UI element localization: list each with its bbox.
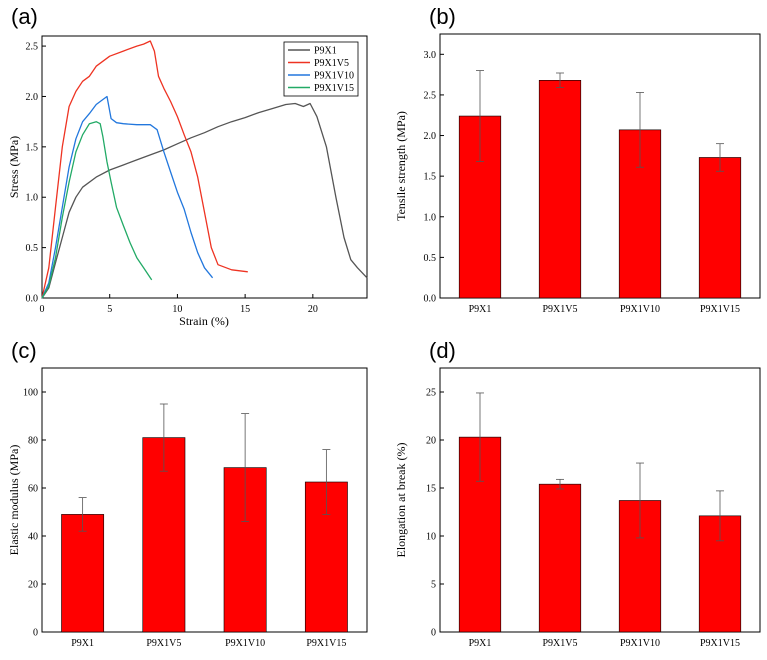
panel-label-c: (c) — [11, 338, 37, 363]
x-tick-label-b: P9X1V15 — [700, 304, 740, 315]
x-tick-label-d: P9X1V5 — [542, 638, 577, 649]
axes-b: 0.0 0.5 1.0 1.5 2.0 2.5 3.0 P9X1 P9X1V5 P9X1V10 P9… — [424, 50, 741, 315]
axes-d: 0 5 10 15 20 25 P9X1 P9X1V5 P9X1V10 P9X1V15 — [426, 388, 740, 650]
y-tick-label-b: 2.5 — [424, 90, 437, 101]
legend-label-p9x1v15: P9X1V15 — [314, 83, 354, 94]
x-tick-label-a: 15 — [240, 304, 250, 315]
y-tick-label-b: 2.0 — [424, 131, 437, 142]
y-tick-label-a: 1.0 — [26, 193, 39, 204]
y-tick-label-d: 0 — [431, 628, 436, 639]
panel-label-a: (a) — [11, 4, 38, 29]
x-tick-label-a: 0 — [40, 304, 45, 315]
y-tick-label-d: 15 — [426, 484, 436, 495]
y-tick-label-a: 1.5 — [26, 142, 39, 153]
x-axis-label-a: Strain (%) — [179, 314, 229, 328]
x-tick-label-c: P9X1V10 — [225, 638, 265, 649]
x-tick-label-b: P9X1V5 — [542, 304, 577, 315]
x-tick-label-c: P9X1 — [71, 638, 94, 649]
plot-frame-c — [41, 367, 368, 633]
y-tick-label-a: 2.0 — [26, 92, 39, 103]
panel-a-stress-strain: (a) 0 5 10 15 200.00.51.01.52.02.5 P9X1P9X1V… — [7, 4, 368, 328]
legend-label-p9x1: P9X1 — [314, 46, 337, 57]
x-tick-label-c: P9X1V5 — [146, 638, 181, 649]
y-tick-label-d: 20 — [426, 436, 436, 447]
panel-label-b: (b) — [429, 4, 456, 29]
x-tick-label-a: 10 — [172, 304, 182, 315]
x-tick-label-d: P9X1 — [469, 638, 492, 649]
legend-label-p9x1v10: P9X1V10 — [314, 71, 354, 82]
y-tick-label-a: 2.5 — [26, 42, 39, 53]
y-tick-label-c: 0 — [33, 628, 38, 639]
y-tick-label-b: 0.5 — [424, 253, 437, 264]
panel-c-elastic-modulus: (c) 0 20 40 60 80 100 P9X1 P9X1V5 P9X1V10 P9X1V15… — [7, 338, 368, 649]
y-axis-label-a: Stress (MPa) — [7, 136, 21, 198]
series-line-p9x1v15 — [41, 121, 153, 299]
bars-c — [61, 403, 348, 633]
x-tick-label-a: 20 — [308, 304, 318, 315]
bar-p9x1v5 — [538, 483, 582, 633]
y-tick-label-d: 10 — [426, 532, 436, 543]
y-tick-label-c: 20 — [28, 580, 38, 591]
panel-b-tensile-strength: (b) 0.0 0.5 1.0 1.5 2.0 2.5 3.0 P9X1 P9X1V5 P9X1V… — [394, 4, 761, 315]
x-tick-label-d: P9X1V15 — [700, 638, 740, 649]
plot-frame-d — [439, 367, 761, 633]
y-tick-label-a: 0.0 — [26, 294, 39, 305]
axes-a: 0 5 10 15 20 0.0 0.5 1.0 1.5 2.0 2.5 — [26, 42, 318, 315]
series-line-p9x1v5 — [41, 40, 248, 299]
y-axis-label-d: Elongation at break (%) — [394, 443, 408, 558]
y-tick-label-c: 60 — [28, 484, 38, 495]
series-line-p9x1v10 — [41, 95, 214, 299]
y-tick-label-c: 80 — [28, 436, 38, 447]
lines-a — [41, 40, 368, 299]
panel-label-d: (d) — [429, 338, 456, 363]
y-tick-label-b: 0.0 — [424, 294, 437, 305]
y-tick-label-b: 1.5 — [424, 172, 437, 183]
bar-p9x1 — [61, 514, 105, 633]
x-tick-label-b: P9X1 — [469, 304, 492, 315]
y-tick-label-d: 25 — [426, 388, 436, 399]
bar-p9x1v15 — [698, 157, 742, 299]
y-tick-label-c: 40 — [28, 532, 38, 543]
panel-d-elongation: (d) 0 5 10 15 20 25 P9X1 P9X1V5 P9X1V10 P9X1V15 E… — [394, 338, 761, 650]
plot-frame-b — [439, 33, 761, 299]
bar-p9x1v5 — [538, 80, 582, 299]
x-tick-label-a: 5 — [107, 304, 112, 315]
y-axis-label-c: Elastic modulus (MPa) — [7, 445, 21, 556]
bars-d — [458, 392, 742, 633]
y-tick-label-a: 0.5 — [26, 243, 39, 254]
legend-label-p9x1v5: P9X1V5 — [314, 58, 349, 69]
y-tick-label-d: 5 — [431, 580, 436, 591]
bars-b — [458, 70, 742, 299]
x-tick-label-c: P9X1V15 — [306, 638, 346, 649]
y-axis-label-b: Tensile strength (MPa) — [394, 111, 408, 221]
y-tick-label-c: 100 — [23, 388, 38, 399]
x-tick-label-b: P9X1V10 — [620, 304, 660, 315]
plot-frame-a — [41, 35, 368, 299]
y-tick-label-b: 1.0 — [424, 212, 437, 223]
series-line-p9x1 — [41, 102, 368, 299]
x-tick-label-d: P9X1V10 — [620, 638, 660, 649]
y-tick-label-b: 3.0 — [424, 50, 437, 61]
